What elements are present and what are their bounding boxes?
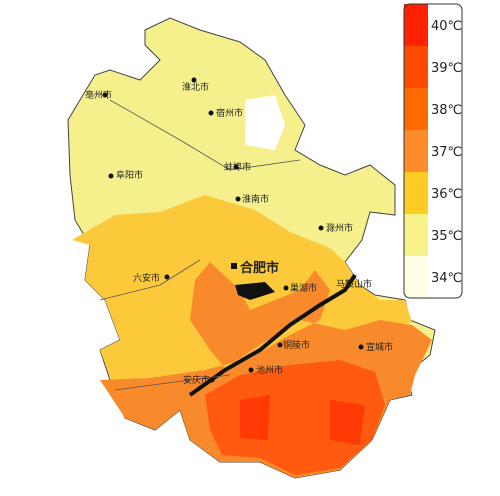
legend-label: 36℃: [431, 187, 462, 202]
legend-swatch: [404, 4, 428, 46]
city-labels: 亳州市 淮北市 宿州市 蚌埠市 阜阳市 淮南市 滁州市 合肥市 六安市 巢湖市 …: [85, 81, 393, 386]
city-label: 合肥市: [240, 260, 279, 276]
city-label: 淮南市: [242, 193, 269, 205]
city-label: 淮北市: [182, 81, 209, 93]
legend-swatch: [404, 130, 428, 172]
legend-label: 37℃: [431, 145, 462, 160]
city-label: 池州市: [256, 364, 283, 376]
city-dots: [102, 77, 364, 383]
city-label: 滁州市: [326, 222, 353, 234]
city-label: 六安市: [133, 272, 160, 284]
lake: [235, 282, 275, 300]
city-label: 巢湖市: [290, 282, 317, 294]
city-label: 亳州市: [85, 89, 112, 101]
border: [99, 99, 301, 391]
zone-38: [205, 360, 385, 475]
legend-label: 39℃: [431, 61, 462, 76]
legend-label: 38℃: [431, 103, 462, 118]
province-map: [67, 17, 436, 479]
legend-frame: [403, 3, 463, 299]
zone-34: [245, 95, 285, 150]
legend-swatch: [404, 46, 428, 88]
city-label: 宣城市: [366, 341, 393, 353]
zone-39: [240, 395, 365, 445]
city-label: 铜陵市: [283, 339, 310, 351]
river: [188, 273, 357, 397]
city-label: 马鞍山市: [336, 278, 372, 290]
city-label: 宿州市: [216, 107, 243, 119]
city-label: 安庆市: [183, 374, 210, 386]
city-label: 阜阳市: [116, 169, 143, 181]
legend-swatch: [404, 214, 428, 256]
legend-label: 34℃: [431, 271, 462, 286]
legend: 40℃ 39℃ 38℃ 37℃ 36℃ 35℃ 34℃: [403, 3, 463, 299]
legend-swatch: [404, 172, 428, 214]
legend-label: 40℃: [431, 19, 462, 34]
legend-label: 35℃: [431, 229, 462, 244]
legend-swatch: [404, 88, 428, 130]
legend-swatch: [404, 256, 428, 298]
